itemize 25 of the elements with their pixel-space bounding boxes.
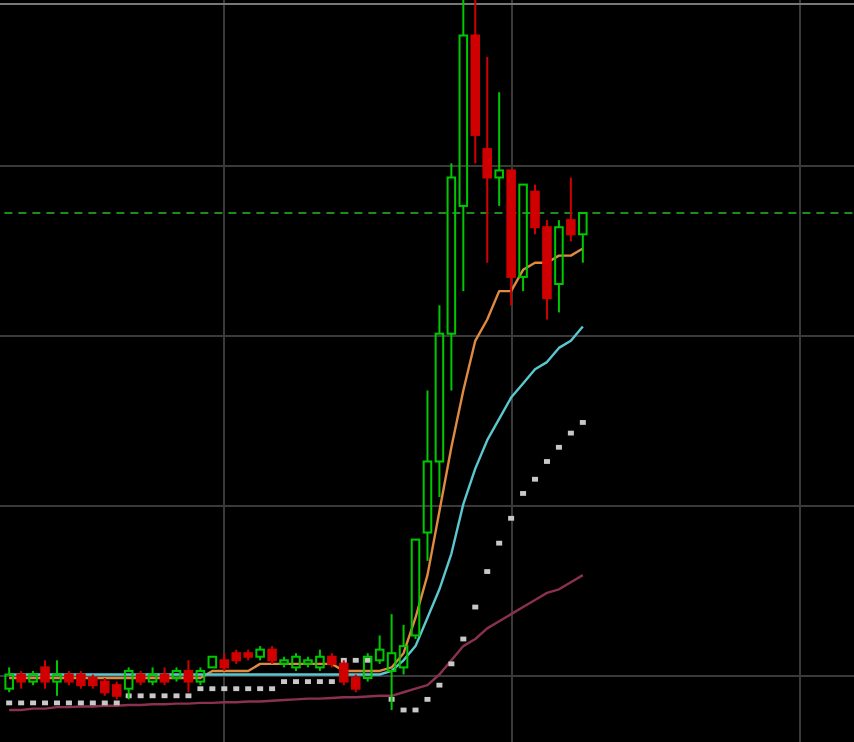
point	[185, 693, 192, 699]
point	[424, 696, 431, 702]
point	[532, 476, 539, 482]
candlestick	[52, 659, 62, 697]
point	[555, 444, 562, 450]
point	[161, 693, 168, 699]
point	[149, 693, 156, 699]
point	[137, 693, 144, 699]
point	[197, 686, 204, 692]
point	[508, 515, 515, 521]
point	[448, 661, 455, 667]
candlestick	[470, 0, 481, 165]
point	[436, 682, 443, 688]
point	[233, 686, 240, 692]
candlestick	[494, 91, 504, 207]
point	[245, 686, 252, 692]
point	[352, 657, 359, 663]
point	[496, 540, 503, 546]
point	[567, 430, 574, 436]
point	[269, 686, 276, 692]
candlestick	[482, 55, 492, 264]
point	[221, 686, 228, 692]
point	[173, 693, 180, 699]
point	[209, 686, 216, 692]
point	[257, 686, 264, 692]
